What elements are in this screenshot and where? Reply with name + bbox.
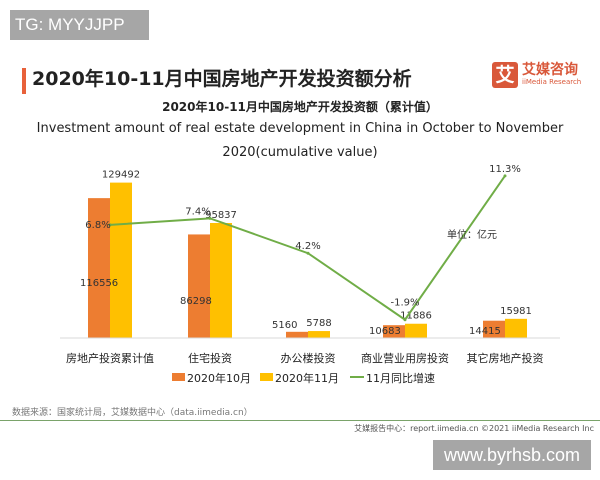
value-label-oct: 14415 <box>469 326 501 337</box>
value-label-nov: 5788 <box>306 318 331 329</box>
value-label-oct: 116556 <box>80 278 118 289</box>
category-label: 住宅投资 <box>188 351 232 365</box>
chart-title: 2020年10-11月中国房地产开发投资额（累计值） <box>162 100 438 114</box>
legend-label: 11月同比增速 <box>366 371 435 385</box>
legend-label: 2020年10月 <box>187 371 251 385</box>
chart-svg: 116556 129492 房地产投资累计值 86298 95837 住宅投资 5160 57… <box>60 164 560 385</box>
footer-divider <box>0 420 600 421</box>
growth-label: 11.3% <box>489 164 521 175</box>
watermark-top: TG: MYYJJPP <box>10 10 149 40</box>
bar-nov <box>308 331 330 338</box>
growth-point <box>108 223 112 227</box>
bar-oct <box>188 234 210 338</box>
value-label-oct: 10683 <box>369 326 401 337</box>
unit-label: 单位：亿元 <box>447 228 497 241</box>
bar-oct <box>286 331 308 338</box>
growth-point <box>208 216 212 220</box>
title-accent-bar <box>22 68 26 94</box>
chart-subtitle-en-1: Investment amount of real estate develop… <box>36 121 564 136</box>
growth-label: -1.9% <box>390 298 419 309</box>
bar-nov <box>505 318 527 338</box>
bar-oct <box>88 198 110 338</box>
bar-oct <box>483 320 505 338</box>
growth-point <box>403 318 407 322</box>
value-label-oct: 5160 <box>272 320 297 331</box>
category-label: 办公楼投资 <box>281 351 336 365</box>
bar-nov <box>110 182 132 338</box>
chart-subtitle-en-2: 2020(cumulative value) <box>222 145 378 160</box>
growth-label: 6.8% <box>85 220 110 231</box>
watermark-bottom: www.byrhsb.com <box>433 440 591 470</box>
legend-swatch <box>260 373 273 381</box>
growth-label: 7.4% <box>185 206 210 217</box>
growth-label: 4.2% <box>295 241 320 252</box>
logo-cn: 艾媒咨询 <box>522 62 578 78</box>
logo-en: iiMedia Research <box>522 78 582 86</box>
bar-oct <box>383 325 405 338</box>
value-label-nov: 129492 <box>102 170 140 181</box>
value-label-nov: 15981 <box>500 306 532 317</box>
footer-credit: 艾媒报告中心：report.iimedia.cn ©2021 iiMedia R… <box>354 424 594 433</box>
legend-swatch <box>172 373 185 381</box>
data-source: 数据来源：国家统计局，艾媒数据中心（data.iimedia.cn） <box>12 408 253 418</box>
bar-nov <box>405 323 427 338</box>
value-label-nov: 11886 <box>400 311 432 322</box>
page-title: 2020年10-11月中国房地产开发投资额分析 <box>32 68 412 90</box>
bar-nov <box>210 222 232 338</box>
value-label-oct: 86298 <box>180 296 212 307</box>
category-label: 商业营业用房投资 <box>361 351 449 365</box>
category-label: 其它房地产投资 <box>467 351 544 365</box>
category-label: 房地产投资累计值 <box>66 351 154 365</box>
growth-point <box>503 174 507 178</box>
iimedia-logo: 艾 艾媒咨询 iiMedia Research <box>492 62 581 88</box>
growth-point <box>306 251 310 255</box>
legend-label: 2020年11月 <box>275 371 339 385</box>
logo-mark-icon: 艾 <box>492 62 518 88</box>
value-label-nov: 95837 <box>205 210 237 221</box>
